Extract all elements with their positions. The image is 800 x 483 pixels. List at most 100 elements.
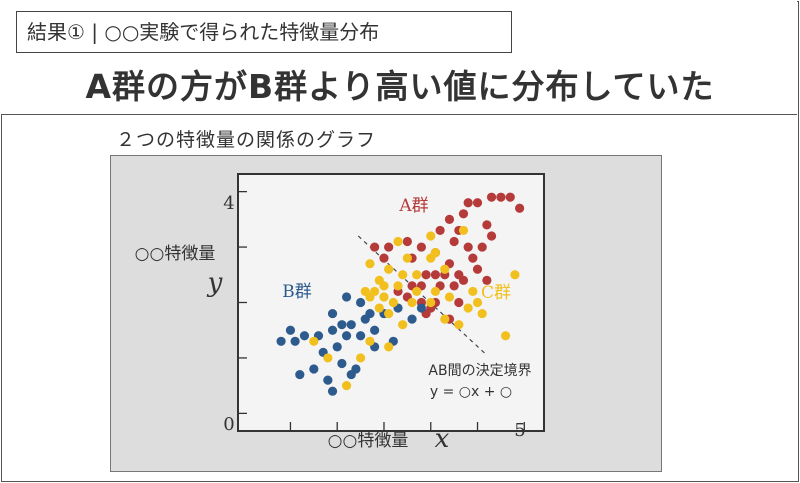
group-c-label: C群 bbox=[481, 283, 511, 303]
group-c-point bbox=[412, 270, 422, 280]
group-a-point bbox=[472, 198, 483, 208]
group-c-point bbox=[430, 286, 441, 297]
scatter-points bbox=[276, 192, 525, 396]
x-axis-label: ○○特徴量 bbox=[328, 431, 409, 451]
group-c-point bbox=[472, 297, 483, 308]
group-a-point bbox=[402, 236, 412, 247]
group-b-point bbox=[407, 314, 417, 324]
group-a-point bbox=[505, 192, 515, 202]
group-a-point bbox=[463, 242, 473, 252]
group-c-point bbox=[365, 336, 375, 346]
group-c-point bbox=[412, 286, 422, 297]
group-b-point bbox=[337, 320, 347, 330]
group-c-point bbox=[454, 320, 464, 330]
group-b-point bbox=[346, 369, 356, 380]
group-b-point bbox=[309, 364, 319, 374]
group-a-point bbox=[496, 192, 506, 202]
group-a-point bbox=[430, 270, 441, 280]
group-c-point bbox=[402, 253, 412, 263]
chart-subtitle: ２つの特徴量の関係のグラフ bbox=[116, 129, 377, 151]
group-a-point bbox=[477, 242, 487, 252]
group-c-point bbox=[393, 236, 403, 247]
group-c-point bbox=[398, 270, 408, 280]
group-a-point bbox=[468, 253, 478, 263]
group-b-point bbox=[365, 308, 375, 319]
group-b-point bbox=[290, 336, 300, 346]
group-b-point bbox=[346, 320, 356, 330]
group-a-point bbox=[379, 253, 389, 263]
group-a-point bbox=[421, 270, 431, 280]
group-a-point bbox=[515, 203, 525, 213]
group-b-point bbox=[337, 358, 347, 369]
group-b-point bbox=[370, 325, 380, 335]
group-b-point bbox=[295, 369, 305, 380]
group-c-point bbox=[384, 342, 394, 352]
y-axis-symbol: y bbox=[207, 268, 223, 298]
group-a-label: A群 bbox=[398, 196, 428, 216]
group-c-point bbox=[374, 275, 384, 285]
group-c-point bbox=[407, 297, 417, 308]
group-a-point bbox=[449, 236, 459, 247]
group-b-point bbox=[341, 331, 352, 341]
group-c-point bbox=[398, 320, 408, 330]
group-c-point bbox=[393, 281, 403, 291]
group-c-point bbox=[365, 292, 375, 302]
group-a-point bbox=[449, 281, 459, 291]
decision-boundary-line bbox=[357, 235, 488, 356]
group-c-point bbox=[384, 308, 394, 319]
group-a-point bbox=[472, 264, 483, 274]
group-c-point bbox=[341, 381, 352, 391]
y-tick-label: 4 bbox=[223, 193, 234, 214]
group-c-point bbox=[379, 292, 389, 302]
group-b-point bbox=[416, 303, 426, 313]
group-b-point bbox=[285, 325, 296, 335]
group-c-point bbox=[365, 259, 375, 269]
group-c-point bbox=[323, 353, 333, 363]
group-b-label: B群 bbox=[282, 282, 312, 302]
group-c-point bbox=[440, 314, 450, 324]
group-a-point bbox=[463, 198, 473, 208]
origin-label: 0 bbox=[223, 414, 234, 435]
group-c-point bbox=[374, 303, 384, 313]
group-b-point bbox=[332, 342, 342, 352]
header-band bbox=[1, 1, 797, 115]
group-a-point bbox=[384, 242, 394, 252]
group-c-point bbox=[510, 270, 520, 280]
axis-ticks bbox=[239, 190, 525, 430]
group-c-point bbox=[356, 353, 366, 363]
group-b-point bbox=[356, 331, 366, 341]
group-c-point bbox=[444, 292, 455, 302]
group-b-point bbox=[323, 375, 333, 385]
group-a-point bbox=[435, 225, 445, 236]
group-b-point bbox=[327, 325, 338, 335]
slide-headline: A群の方がB群より高い値に分布していた bbox=[85, 67, 715, 106]
group-c-point bbox=[384, 264, 394, 274]
group-a-point bbox=[486, 192, 497, 202]
group-b-point bbox=[327, 386, 338, 396]
group-b-point bbox=[276, 336, 286, 346]
group-c-point bbox=[388, 297, 398, 308]
group-c-point bbox=[309, 336, 319, 346]
y-axis-label: ○○特徴量 bbox=[135, 244, 216, 264]
group-a-point bbox=[482, 275, 492, 285]
scatter-chart: 0 4 5 ○○特徴量 y ○○特徴量 x A群 B群 C群 AB間の決定境界 … bbox=[135, 173, 545, 454]
group-c-point bbox=[440, 264, 450, 274]
group-b-point bbox=[327, 308, 338, 319]
chart-panel: 0 4 5 ○○特徴量 y ○○特徴量 x A群 B群 C群 AB間の決定境界 … bbox=[110, 155, 662, 472]
group-c-point bbox=[477, 308, 487, 319]
group-b-point bbox=[356, 297, 366, 308]
boundary-equation: y = ○x + ○ bbox=[430, 384, 512, 400]
x-tick-label: 5 bbox=[514, 420, 525, 441]
group-c-point bbox=[430, 248, 441, 258]
boundary-label: AB間の決定境界 bbox=[428, 363, 531, 379]
group-b-point bbox=[299, 331, 310, 341]
group-b-point bbox=[341, 292, 352, 302]
group-a-point bbox=[486, 231, 497, 241]
group-c-point bbox=[426, 297, 436, 308]
group-a-point bbox=[454, 270, 464, 280]
group-c-point bbox=[463, 303, 473, 313]
group-c-point bbox=[468, 286, 478, 297]
group-a-point bbox=[370, 242, 380, 252]
group-a-point bbox=[482, 220, 492, 230]
group-c-point bbox=[426, 231, 436, 241]
